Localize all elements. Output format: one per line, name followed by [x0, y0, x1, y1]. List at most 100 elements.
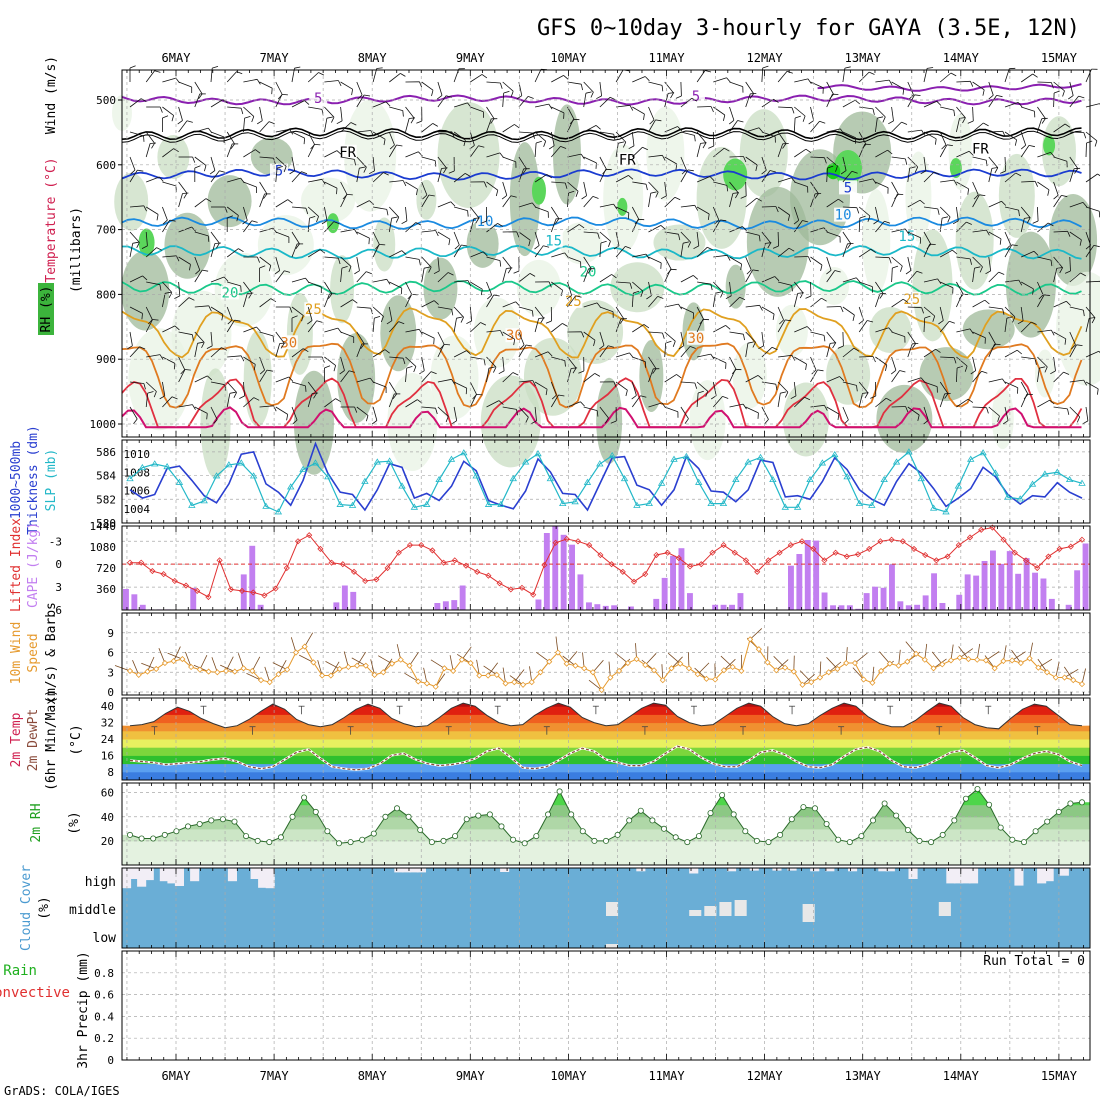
wind-barb — [761, 131, 776, 137]
wind-marker — [388, 660, 396, 667]
wind-barb — [875, 256, 890, 259]
wind-barb — [301, 315, 304, 322]
wind-barb — [226, 381, 237, 393]
wind-barb — [875, 281, 884, 294]
wind-marker — [153, 665, 160, 673]
lifted-marker — [283, 564, 290, 572]
lifted-marker — [474, 568, 481, 575]
wind-barb — [256, 120, 263, 125]
slp-tick: 1006 — [124, 485, 151, 498]
wind-barb — [907, 81, 914, 95]
wind-barb — [956, 367, 958, 383]
ylabel-slp: SLP (mb) — [44, 449, 59, 512]
wind-barb — [674, 196, 681, 201]
wind-barb — [289, 129, 294, 135]
wind-barb — [413, 366, 417, 373]
lifted-marker — [798, 538, 806, 545]
rh2m-marker — [254, 837, 261, 844]
wind-barb — [599, 203, 614, 208]
wind-barb — [994, 167, 999, 174]
wind-barb — [696, 131, 707, 144]
rh2m-marker — [173, 828, 180, 835]
wind-barb — [145, 393, 149, 408]
rh-shading — [639, 340, 664, 413]
wind10m-barb — [225, 656, 234, 672]
wind-barb — [684, 418, 689, 424]
wind-marker — [878, 667, 885, 674]
rh-shading — [862, 189, 891, 294]
wind-barb — [988, 344, 995, 358]
lifted-marker — [1034, 564, 1041, 572]
wind-barb — [939, 206, 951, 218]
wind-barb — [418, 329, 423, 335]
wind-barb — [777, 381, 789, 393]
wind-barb — [405, 399, 418, 408]
rh-band — [122, 804, 1090, 818]
contour-label: 5 — [275, 164, 283, 180]
temp-tick: 8 — [107, 766, 114, 779]
wind-barb — [388, 144, 397, 158]
wind-barb — [219, 170, 226, 173]
wind-barb — [643, 113, 645, 120]
wind10m-barb — [749, 628, 763, 640]
cape-bar — [586, 602, 592, 610]
wind-barb — [486, 368, 490, 383]
wind-barb — [340, 81, 353, 90]
wind-barb — [192, 404, 196, 410]
ylabel-rh-pct: (%) — [67, 811, 82, 834]
wind-barb — [176, 255, 180, 262]
wind-barb — [879, 293, 884, 299]
wind-marker — [703, 675, 710, 682]
wind-barb — [305, 208, 309, 215]
wind-barb — [340, 256, 352, 267]
wind-barb — [1024, 217, 1031, 219]
wind-barb — [194, 305, 209, 308]
wind-barb — [745, 375, 759, 383]
wind-barb — [340, 370, 350, 383]
slp-marker — [682, 452, 691, 459]
wind-barb — [402, 358, 406, 365]
wind-barb — [648, 181, 659, 193]
wind-barb — [648, 368, 654, 383]
wind-barb — [137, 169, 144, 172]
wind-barb — [486, 152, 501, 158]
wind-barb — [823, 227, 829, 233]
wind-barb — [758, 345, 764, 350]
wind-barb — [234, 319, 241, 322]
wind-barb — [969, 258, 972, 265]
rh2m-marker — [591, 837, 598, 844]
wind-barb — [599, 345, 605, 350]
wind-barb — [401, 220, 408, 225]
wind-marker — [528, 679, 535, 686]
wind-barb — [956, 281, 964, 295]
wind-marker — [458, 656, 465, 663]
wind-barb — [350, 122, 357, 126]
wind-barb — [551, 181, 566, 184]
wind-barb — [793, 206, 800, 221]
lifted-marker — [966, 534, 974, 541]
wind-barb — [212, 419, 218, 425]
wind-barb — [824, 157, 827, 164]
wind-barb — [291, 131, 305, 139]
rh2m-marker — [962, 795, 969, 802]
wind-barb — [516, 95, 523, 100]
wind-barb — [764, 419, 769, 425]
wind-barb — [551, 323, 563, 333]
wind-barb — [389, 356, 404, 359]
rh2m-marker — [150, 835, 157, 842]
wind-barb — [502, 331, 515, 340]
wind-barb — [147, 391, 154, 394]
wind-barb — [712, 206, 720, 221]
wind-barb — [810, 227, 825, 233]
wind-barb — [534, 351, 549, 358]
temp2m-line — [129, 702, 1083, 730]
wind-marker — [519, 681, 527, 688]
wind10m-barb — [132, 660, 140, 676]
cape-bar — [1048, 598, 1055, 610]
rh2m-marker — [475, 812, 482, 819]
cloud-gap-high — [1059, 868, 1069, 876]
lifted-marker — [832, 549, 839, 556]
wind-barb — [141, 245, 148, 249]
wind-barb — [145, 247, 157, 258]
wind-barb — [842, 206, 857, 209]
